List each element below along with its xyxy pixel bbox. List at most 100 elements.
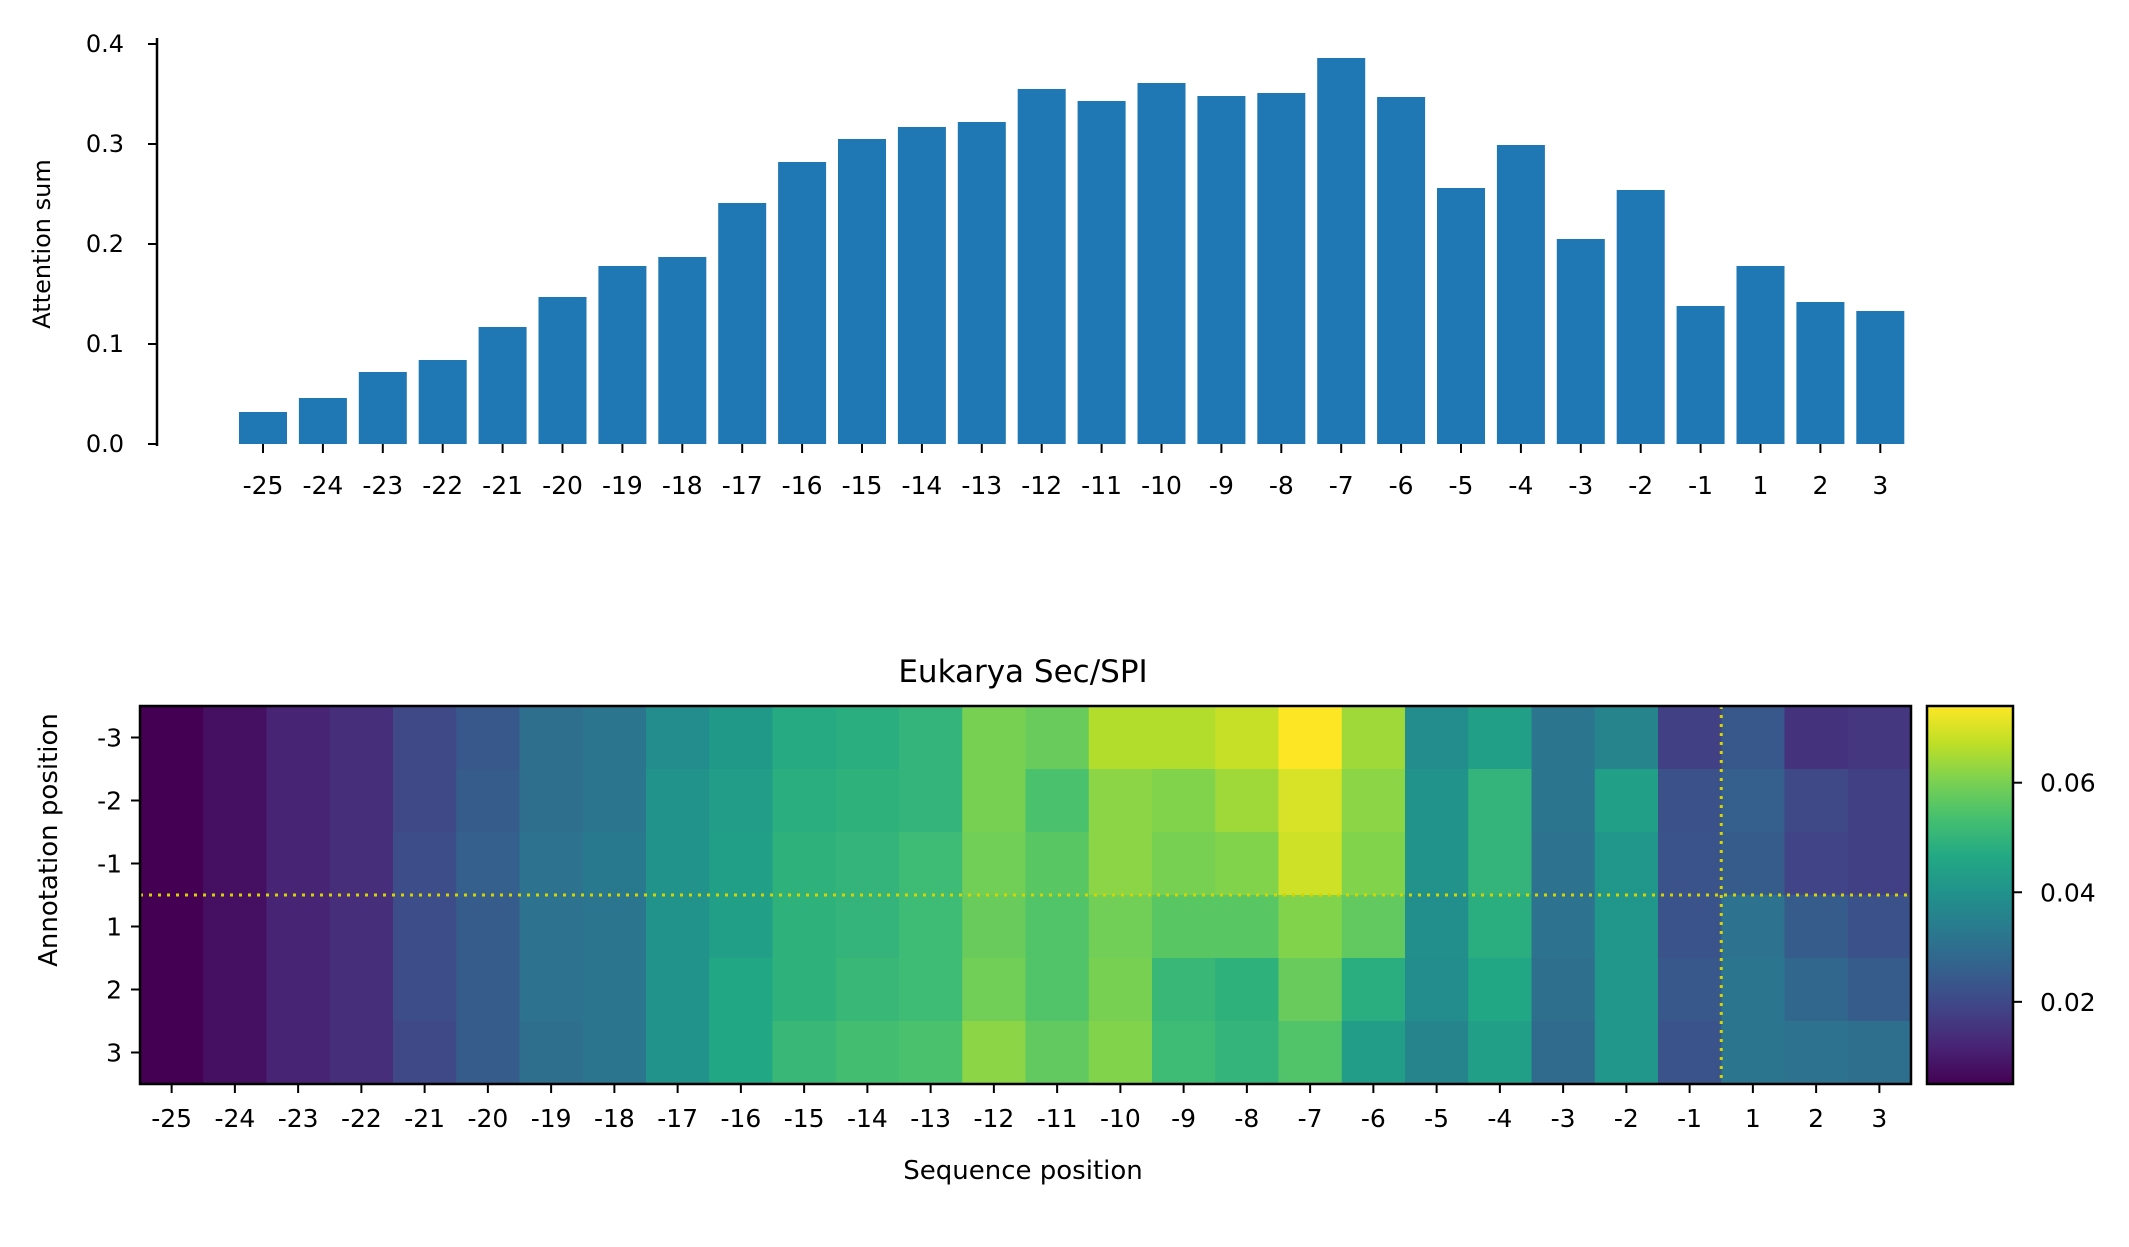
heatmap-cell [519,769,584,833]
heatmap-cell [393,1021,457,1085]
bar--4 [1496,145,1545,444]
heatmap-cell [329,832,394,896]
heatmap-cell [266,958,331,1022]
heatmap-cell [1088,706,1153,770]
heatmap-cell [646,1021,710,1085]
bar--12 [1017,89,1066,444]
heatmap-cell [329,1021,394,1085]
heatmap-cell [1152,895,1216,959]
heatmap-cell [1088,832,1153,896]
heatmap-cell [899,706,963,770]
bar-y-axis-label: Attention sum [28,159,56,329]
bar-3 [1856,311,1905,444]
heatmap-cell [962,769,1027,833]
heatmap-y-tick-label: -1 [97,850,122,879]
heatmap-cell [1152,769,1216,833]
bar--15 [838,139,886,444]
heatmap-cell [835,1021,900,1085]
heatmap-cell [266,706,331,770]
heatmap-x-tick-label: -17 [657,1104,698,1133]
heatmap-x-tick-label: -24 [214,1104,255,1133]
heatmap-cell [1215,706,1280,770]
heatmap-x-tick-label: -20 [467,1104,508,1133]
heatmap-cell [393,706,457,770]
heatmap-cell [646,769,710,833]
heatmap-cell [519,706,584,770]
heatmap-cell [1721,958,1786,1022]
heatmap-cell [1594,895,1659,959]
heatmap-cell [582,769,647,833]
bar--11 [1077,101,1126,444]
colorbar-tick-label: 0.02 [2040,988,2096,1017]
heatmap: -25 -24 -23 -22 -21 -20 -19 -18 -17 -16 -15 -14 -13-… [97,704,1913,1133]
bar--2 [1616,190,1665,444]
heatmap-cell [899,832,963,896]
heatmap-cell [1152,958,1216,1022]
heatmap-cell [393,958,457,1022]
heatmap-cell [1025,895,1090,959]
heatmap-cell [709,706,774,770]
heatmap-cell [1784,769,1849,833]
heatmap-cell [1784,895,1849,959]
heatmap-cell [646,706,710,770]
heatmap-x-tick-label: -4 [1487,1104,1512,1133]
heatmap-cell [1468,769,1533,833]
heatmap-cell [140,1021,204,1085]
heatmap-cell [519,832,584,896]
heatmap-cell [1405,1021,1469,1085]
bar-x-tick-label: -6 [1389,471,1414,500]
heatmap-cell [1531,958,1596,1022]
bar--8 [1257,93,1306,444]
heatmap-cell [456,1021,521,1085]
bar-y-tick-label: 0.0 [86,430,124,458]
heatmap-cell [1215,1021,1280,1085]
heatmap-x-tick-label: -21 [404,1104,445,1133]
heatmap-cell [962,895,1027,959]
heatmap-cell [1784,706,1849,770]
heatmap-cell [203,1021,268,1085]
heatmap-cell [456,832,521,896]
heatmap-cell [1658,895,1722,959]
bar--3 [1556,239,1605,444]
heatmap-cell [1847,832,1912,896]
heatmap-y-tick-label: 3 [106,1039,122,1068]
heatmap-cell [899,769,963,833]
heatmap-cell [140,769,204,833]
heatmap-cell [140,706,204,770]
heatmap-x-tick-label: -16 [720,1104,761,1133]
heatmap-cell [329,706,394,770]
bar-x-tick-label: -15 [842,471,883,500]
heatmap-cell [1278,1021,1343,1085]
heatmap-cell [1721,769,1786,833]
heatmap-cell [456,895,521,959]
heatmap-cell [835,832,900,896]
bar-1 [1736,266,1785,444]
heatmap-x-tick-label: -14 [847,1104,888,1133]
heatmap-cell [1278,706,1343,770]
bar-x-tick-label: -16 [782,471,823,500]
heatmap-x-tick-label: -22 [341,1104,382,1133]
heatmap-cell [1341,958,1406,1022]
heatmap-cell [1721,895,1786,959]
heatmap-cell [203,958,268,1022]
bar--20 [538,297,587,444]
heatmap-cell [1531,832,1596,896]
bar--21 [478,327,527,444]
heatmap-cell [1215,769,1280,833]
bar--14 [897,127,946,444]
heatmap-cell [1847,769,1912,833]
heatmap-cell [1341,832,1406,896]
heatmap-x-tick-label: -9 [1171,1104,1196,1133]
heatmap-x-tick-label: -6 [1361,1104,1386,1133]
colorbar: 0.02 0.04 0.06 [1925,704,2096,1086]
heatmap-cell [1847,706,1912,770]
heatmap-cell [1658,958,1722,1022]
heatmap-cell [1847,958,1912,1022]
heatmap-cell [1784,958,1849,1022]
heatmap-cell [772,1021,837,1085]
heatmap-cell [1088,1021,1153,1085]
heatmap-cell [709,958,774,1022]
heatmap-cell [962,832,1027,896]
heatmap-cell [393,895,457,959]
heatmap-cell [266,832,331,896]
